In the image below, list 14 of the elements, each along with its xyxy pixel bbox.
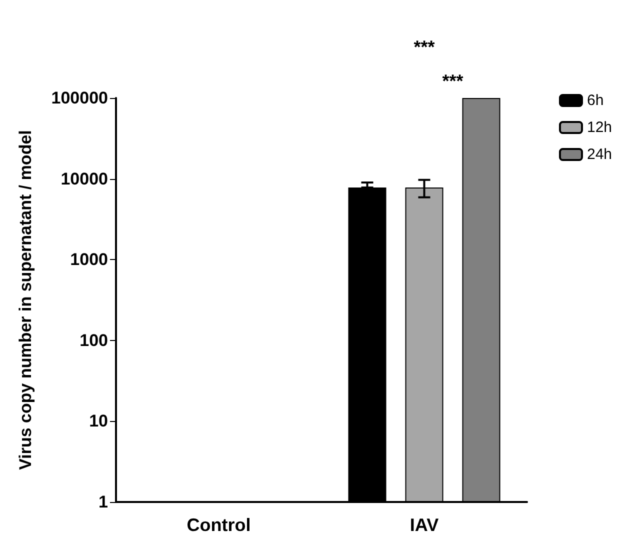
- y-tick-label: 10000: [60, 169, 108, 188]
- text: ***: [414, 37, 435, 57]
- y-tick-label: 1: [98, 492, 108, 512]
- text: ***: [442, 71, 464, 91]
- x-tick-label: IAV: [410, 515, 439, 535]
- y-tick-label: 1000: [70, 250, 108, 270]
- legend-label: 6h: [586, 92, 604, 109]
- legend-label: 12h: [586, 119, 612, 136]
- y-tick-label: 100: [80, 330, 108, 350]
- y-tick-label: 100000: [51, 88, 108, 108]
- legend-label: 24h: [586, 146, 612, 163]
- y-tick-label: 10: [89, 412, 108, 431]
- x-tick-label: Control: [186, 515, 251, 535]
- y-axis-title: Virus copy number in supernatant / model: [16, 130, 35, 470]
